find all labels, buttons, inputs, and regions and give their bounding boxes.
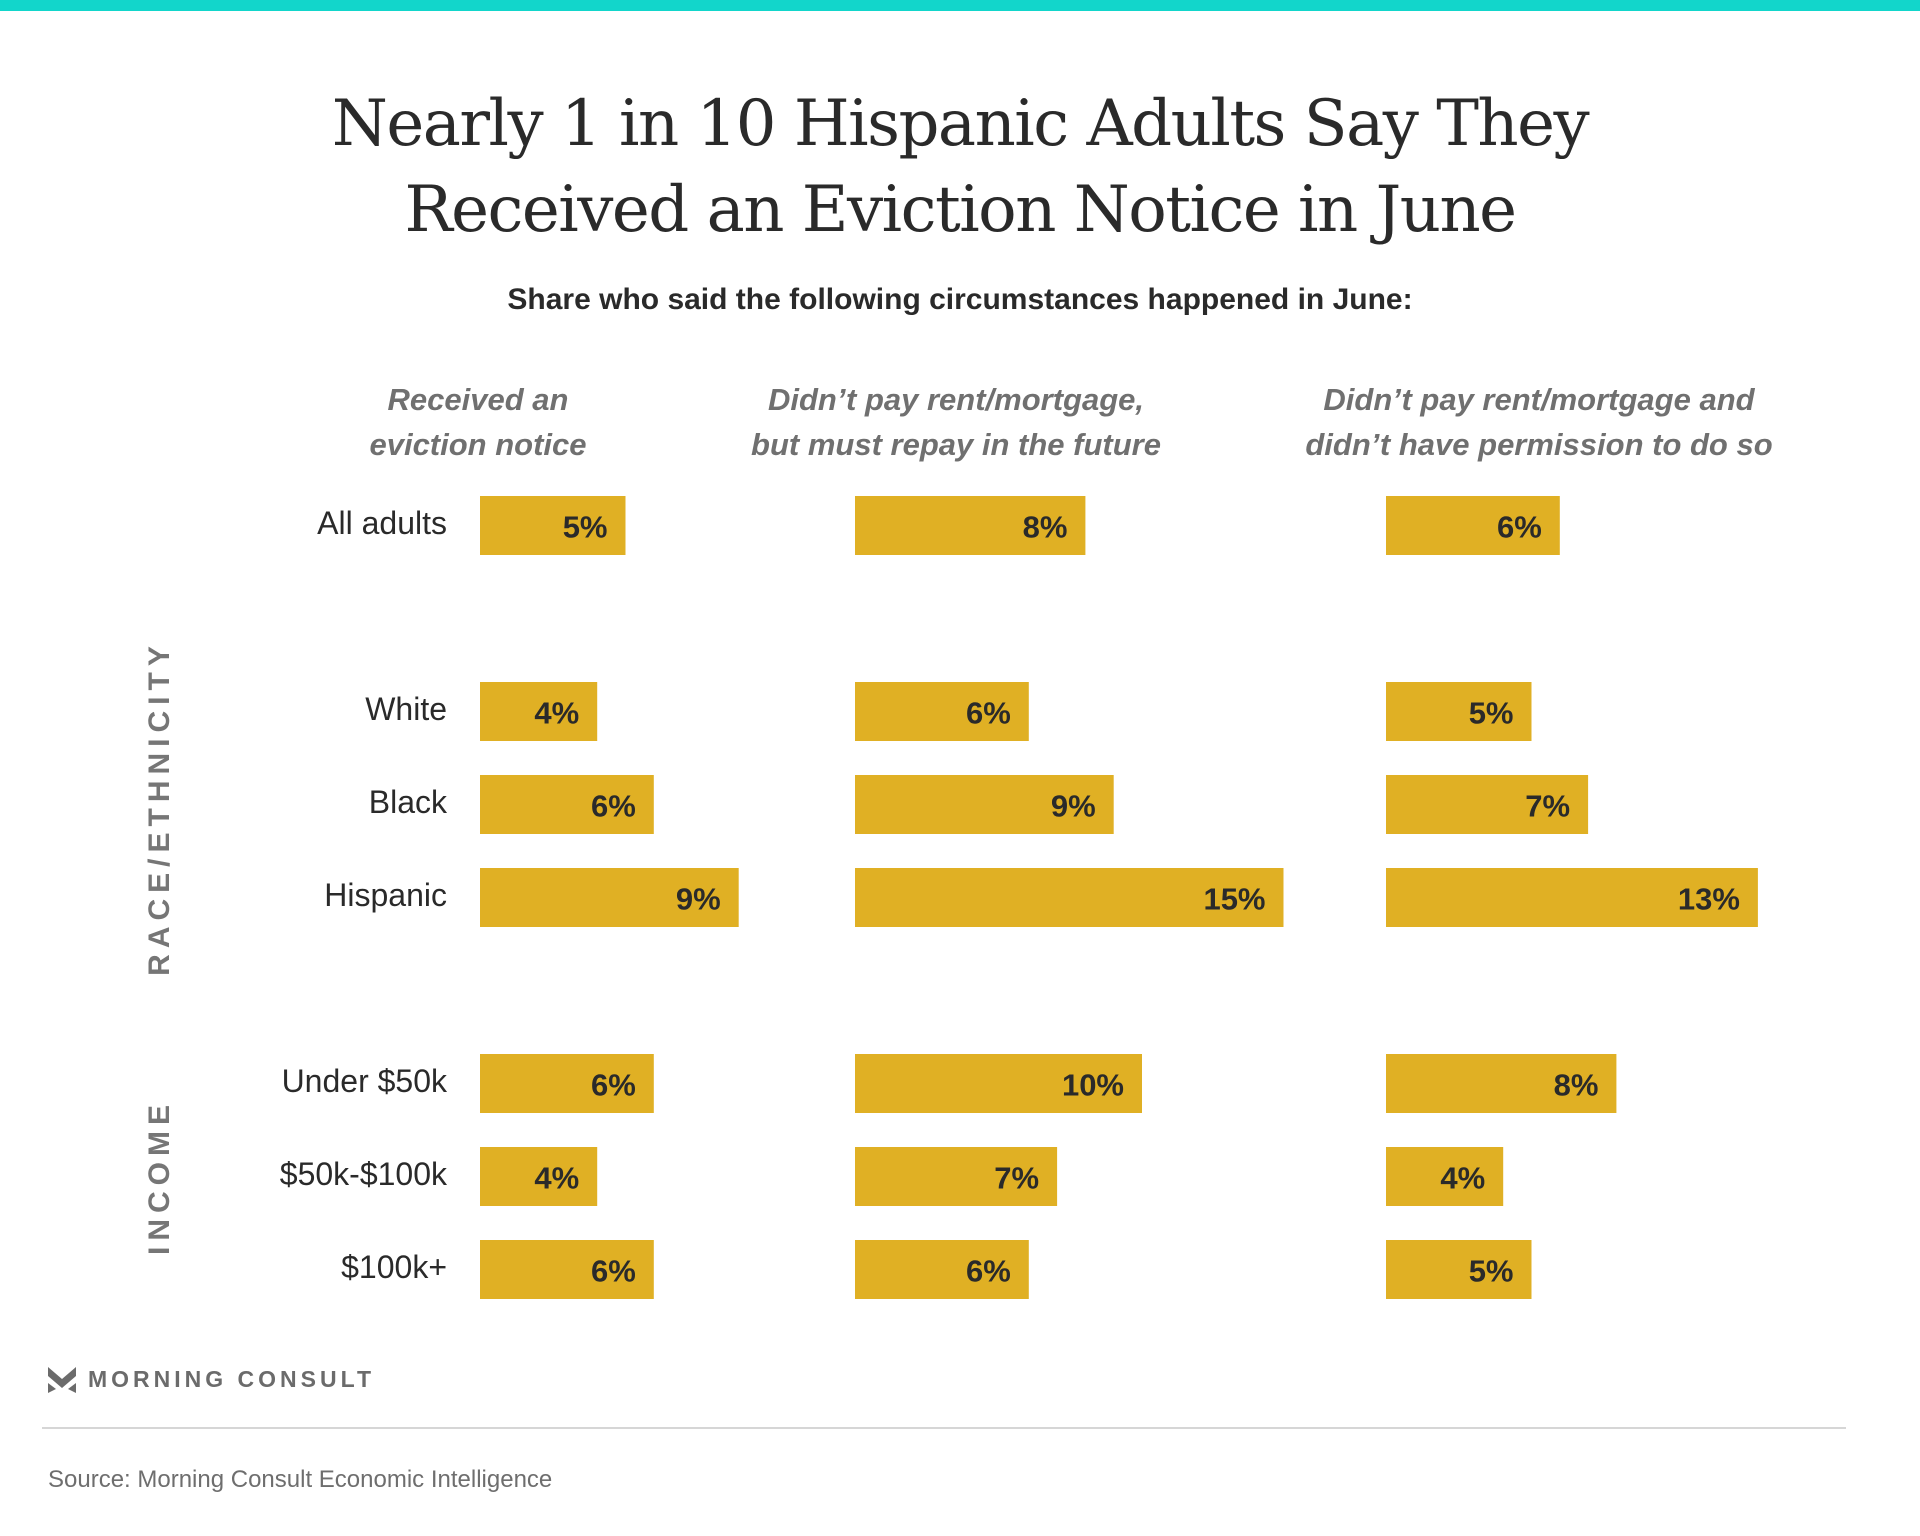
bar: [480, 1240, 654, 1299]
bar-value-label: 4%: [534, 696, 579, 731]
bar: [1386, 496, 1560, 555]
bar-value-label: 4%: [534, 1161, 579, 1196]
bar: [855, 1240, 1029, 1299]
chart-subtitle: Share who said the following circumstanc…: [507, 283, 1413, 316]
panel-header-line: Received an: [387, 382, 569, 417]
footer-divider: [42, 1427, 1846, 1429]
bar-value-label: 8%: [1554, 1068, 1599, 1103]
bar: [480, 775, 654, 834]
row-label: White: [365, 691, 447, 727]
row-label: $50k-$100k: [279, 1156, 447, 1192]
bar-value-label: 6%: [591, 789, 636, 824]
bar: [480, 868, 739, 927]
panel-header-line: Didn’t pay rent/mortgage,: [767, 382, 1145, 417]
bar-value-label: 8%: [1023, 510, 1068, 545]
bar-value-label: 9%: [1051, 789, 1096, 824]
bar-value-label: 7%: [1525, 789, 1570, 824]
bar-value-label: 9%: [676, 882, 721, 917]
bar-value-label: 5%: [1469, 696, 1514, 731]
bar: [1386, 1240, 1532, 1299]
bar: [480, 496, 626, 555]
bar-value-label: 5%: [563, 510, 608, 545]
morning-consult-chevron-icon: [48, 1366, 76, 1393]
bar: [1386, 1147, 1504, 1206]
bar: [1386, 682, 1532, 741]
bar: [1386, 868, 1758, 927]
bar: [1386, 1054, 1617, 1113]
bar: [855, 496, 1086, 555]
bar: [855, 682, 1029, 741]
logo-text: MORNING CONSULT: [88, 1366, 376, 1392]
bar-value-label: 4%: [1440, 1161, 1485, 1196]
bar: [855, 1147, 1058, 1206]
bar-value-label: 6%: [591, 1254, 636, 1289]
bar: [1386, 775, 1589, 834]
chart-title-line-2: Received an Eviction Notice in June: [404, 173, 1517, 247]
bar: [855, 1054, 1142, 1113]
row-label: All adults: [317, 505, 447, 541]
panel-header-eviction: Received an eviction notice: [198, 377, 758, 467]
row-label: Hispanic: [324, 877, 447, 913]
bar-value-label: 13%: [1678, 882, 1740, 917]
bar-value-label: 6%: [966, 1254, 1011, 1289]
source-note: Source: Morning Consult Economic Intelli…: [48, 1466, 553, 1493]
panel-header-line: Didn’t pay rent/mortgage and: [1323, 382, 1755, 417]
bar: [855, 775, 1114, 834]
morning-consult-logo: MORNING CONSULT: [48, 1366, 375, 1393]
bar: [480, 1147, 598, 1206]
row-label: Under $50k: [281, 1063, 447, 1099]
row-label: Black: [368, 784, 447, 820]
panel-header-line: eviction notice: [369, 427, 587, 462]
panel-header-line: but must repay in the future: [751, 427, 1161, 462]
panel-header-no-permission: Didn’t pay rent/mortgage and didn’t have…: [1259, 377, 1819, 467]
bar: [480, 1054, 654, 1113]
bar-value-label: 6%: [966, 696, 1011, 731]
chart-title-line-1: Nearly 1 in 10 Hispanic Adults Say They: [331, 87, 1590, 161]
row-label: $100k+: [341, 1249, 447, 1285]
panel-header-must-repay: Didn’t pay rent/mortgage, but must repay…: [676, 377, 1236, 467]
panel-header-line: didn’t have permission to do so: [1305, 427, 1773, 462]
bar-value-label: 10%: [1062, 1068, 1124, 1103]
top-accent-bar: [0, 0, 1920, 11]
bar-value-label: 6%: [591, 1068, 636, 1103]
bar-value-label: 7%: [994, 1161, 1039, 1196]
bar-value-label: 5%: [1469, 1254, 1514, 1289]
bar: [480, 682, 598, 741]
bar-value-label: 6%: [1497, 510, 1542, 545]
bar: [855, 868, 1284, 927]
bar-value-label: 15%: [1203, 882, 1265, 917]
